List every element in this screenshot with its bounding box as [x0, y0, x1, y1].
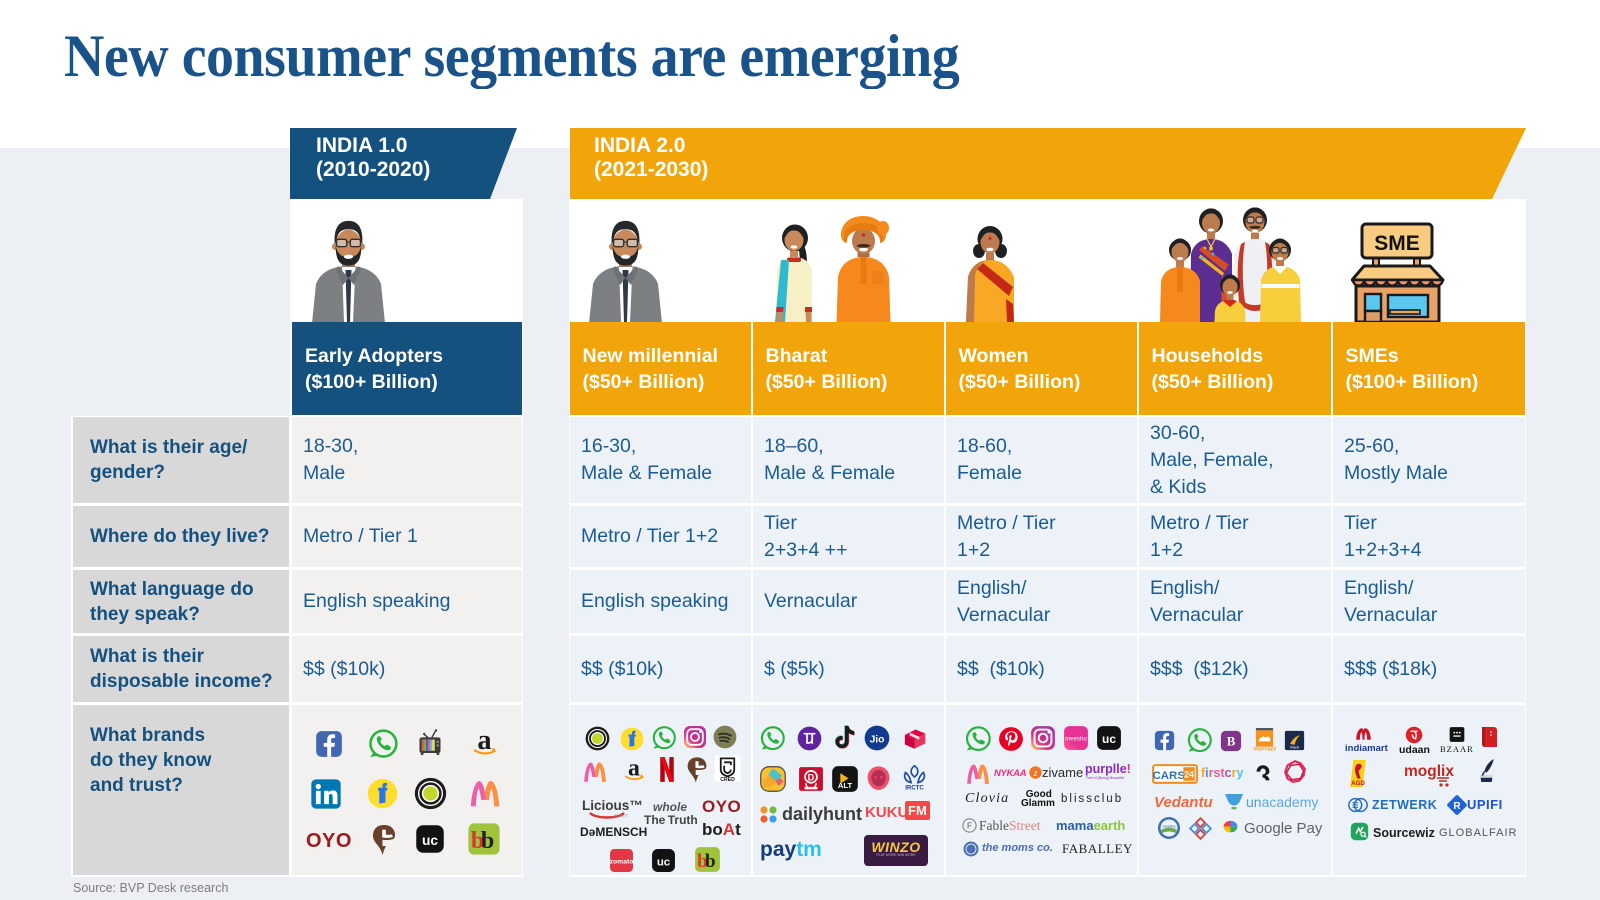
- svg-text:F: F: [967, 822, 972, 831]
- svg-text:z: z: [1034, 769, 1038, 778]
- svg-text:BORN TO MEAT: BORN TO MEAT: [614, 814, 628, 818]
- svg-text:SME: SME: [1374, 232, 1420, 255]
